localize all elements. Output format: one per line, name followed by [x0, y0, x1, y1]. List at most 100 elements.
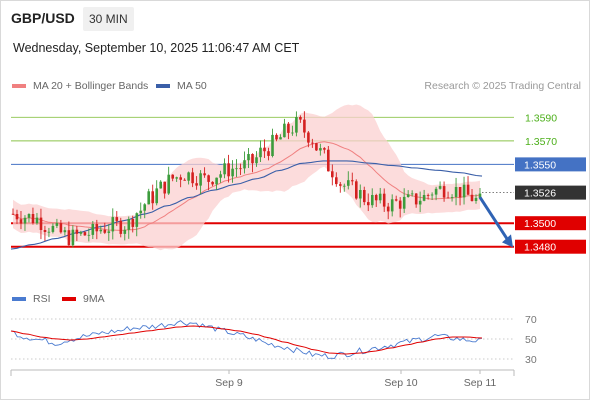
candle [123, 226, 127, 241]
candle-body [283, 123, 286, 138]
candle-body [363, 190, 366, 203]
candle-body [167, 174, 170, 194]
candle-body [231, 168, 234, 177]
legend-ma50[interactable]: MA 50 [156, 80, 207, 92]
candle-body [147, 191, 150, 205]
candle [343, 183, 346, 192]
candle-body [215, 177, 218, 185]
support-label: 1.3480 [524, 242, 556, 254]
candle [335, 172, 338, 187]
candle [147, 188, 150, 205]
candle-body [75, 229, 79, 234]
candle-body [295, 117, 298, 133]
candle-body [155, 188, 158, 204]
candle-body [11, 213, 15, 215]
candle-body [406, 194, 410, 197]
candle [227, 154, 230, 183]
candle-body [422, 195, 426, 201]
current-price-label: 1.3526 [524, 188, 556, 200]
candle-body [251, 154, 254, 164]
candle-body [351, 180, 354, 182]
candle-body [382, 193, 386, 207]
support-label-box [515, 216, 586, 231]
ma50-line [10, 160, 483, 250]
candle [398, 197, 402, 218]
candle-body [307, 132, 310, 143]
timeframe-badge[interactable]: 30 MIN [83, 7, 134, 31]
candle [207, 174, 210, 191]
candle-body [163, 181, 166, 194]
candle [462, 176, 466, 205]
candle [327, 145, 330, 172]
candle [378, 187, 382, 204]
candle [63, 226, 67, 236]
candle-body [466, 184, 470, 195]
candle [279, 134, 282, 140]
candle-body [227, 163, 230, 177]
candle-body [243, 160, 246, 169]
candle [386, 202, 390, 220]
candle-body [319, 148, 322, 151]
candle-body [259, 147, 262, 158]
candle [127, 216, 131, 239]
candle-body [39, 217, 43, 230]
moving-averages [10, 141, 483, 250]
candle-body [291, 132, 294, 134]
candle-body [27, 214, 31, 218]
candle [311, 138, 314, 148]
research-credit: Research © 2025 Trading Central [424, 80, 581, 92]
legend-9ma[interactable]: 9MA [62, 293, 105, 305]
candle [115, 211, 119, 227]
candle-body [239, 168, 242, 170]
candle [315, 142, 318, 151]
candle-body [347, 180, 350, 186]
candle-body [386, 206, 390, 212]
candle [75, 225, 79, 241]
candle-body [430, 194, 434, 196]
candle-body [87, 234, 91, 236]
rsi-9ma-line [10, 325, 483, 355]
rsi-tick-label: 50 [525, 334, 537, 346]
candle [283, 118, 286, 138]
candle-body [454, 187, 458, 197]
candle [255, 151, 258, 167]
candle [179, 174, 182, 188]
bollinger-band-area [13, 104, 480, 251]
legend-ma50-label: MA 50 [177, 80, 207, 92]
candle [51, 223, 55, 234]
candle [23, 215, 27, 231]
candle [355, 179, 358, 200]
candle-body [371, 195, 374, 206]
candle-body [287, 123, 290, 133]
candle-body [410, 193, 414, 195]
ma20-line [12, 141, 481, 231]
legend-ma20[interactable]: MA 20 + Bollinger Bands [12, 80, 148, 92]
candle [442, 181, 446, 202]
time-tick-label: Sep 11 [464, 377, 497, 389]
candle-body [67, 230, 71, 246]
candle-body [19, 219, 23, 224]
candle [347, 171, 350, 190]
candle [183, 178, 186, 181]
candle-body [367, 202, 370, 206]
level-labels: 1.3590 1.3570 1.3550 1.3526 1.3500 1.3480 [515, 112, 586, 254]
candle-body [359, 190, 362, 199]
candle-body [159, 181, 162, 189]
candle-body [99, 229, 103, 232]
candle [402, 188, 406, 214]
candle [351, 172, 354, 186]
candle-body [51, 225, 55, 232]
candle-body [378, 193, 382, 201]
candle-body [107, 231, 111, 233]
candle [275, 133, 278, 142]
legend-rsi[interactable]: RSI [12, 293, 51, 305]
candle-body [271, 134, 274, 156]
candle [35, 212, 39, 225]
candle [71, 225, 75, 248]
candle [135, 212, 139, 237]
ma50-swatch [156, 84, 170, 88]
candle [410, 190, 414, 197]
legend-9ma-label: 9MA [83, 293, 105, 305]
candle [382, 188, 386, 212]
